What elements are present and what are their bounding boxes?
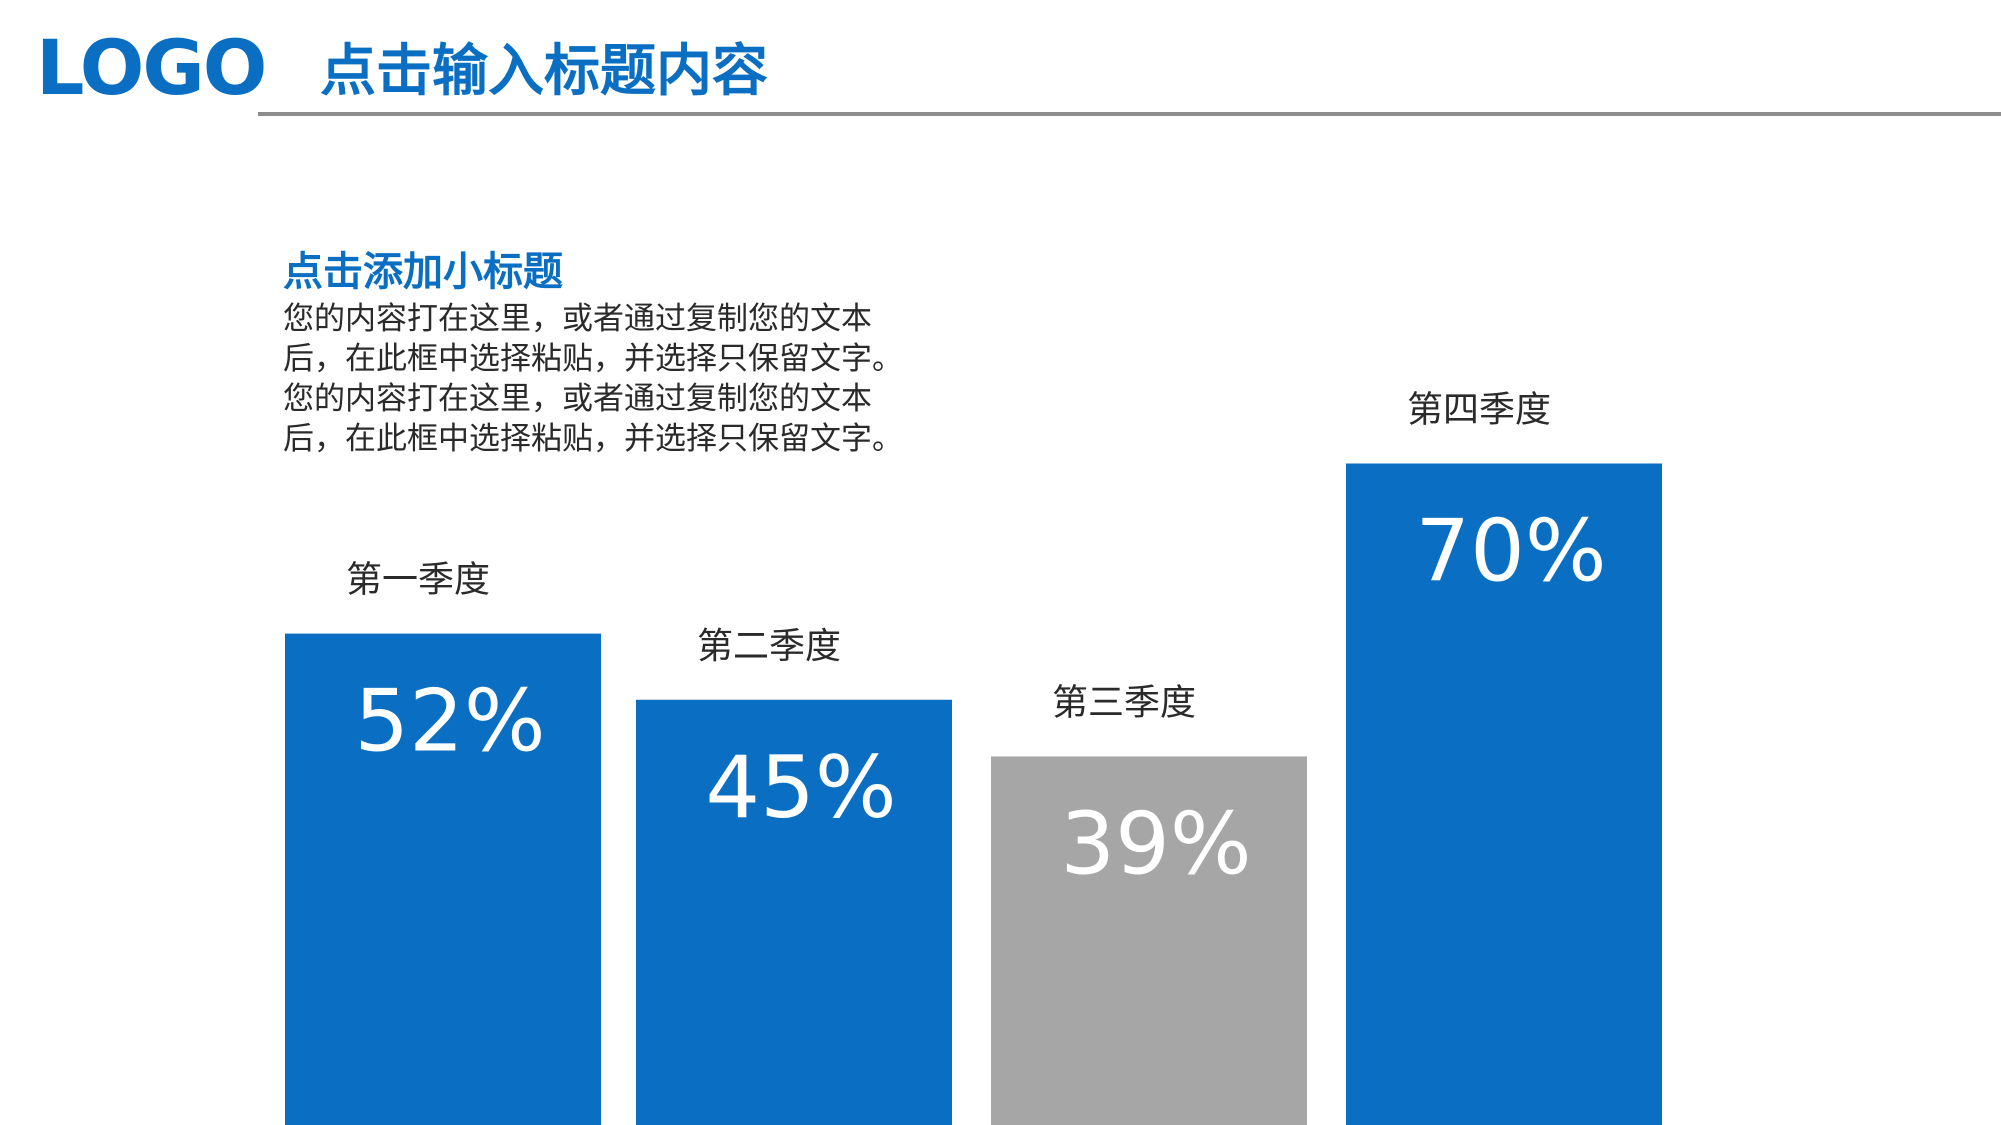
title-divider <box>258 112 2001 116</box>
bar-value-label-2: 45% <box>705 738 896 838</box>
bar-2 <box>636 699 952 1125</box>
body-text-box[interactable]: 您的内容打在这里，或者通过复制您的文本 后，在此框中选择粘贴，并选择只保留文字。… <box>283 299 963 459</box>
bar-value-label-3: 39% <box>1060 794 1251 894</box>
bar-4 <box>1346 463 1662 1125</box>
subtitle[interactable]: 点击添加小标题 <box>283 249 563 295</box>
category-label-2: 第二季度 <box>697 626 841 667</box>
bar-value-label-1: 52% <box>354 672 545 772</box>
bar-1 <box>285 633 601 1125</box>
body-text-line-4: 后，在此框中选择粘贴，并选择只保留文字。 <box>283 421 903 457</box>
page-title[interactable]: 点击输入标题内容 <box>320 39 768 104</box>
category-label-1: 第一季度 <box>346 560 490 601</box>
category-label-3: 第三季度 <box>1052 682 1196 723</box>
bar-3 <box>991 756 1307 1125</box>
body-text-line-3: 您的内容打在这里，或者通过复制您的文本 <box>283 381 872 417</box>
logo: LOGO <box>36 23 267 112</box>
category-label-4: 第四季度 <box>1407 390 1551 431</box>
body-text-line-2: 后，在此框中选择粘贴，并选择只保留文字。 <box>283 341 903 377</box>
body-text-line-1: 您的内容打在这里，或者通过复制您的文本 <box>283 301 872 337</box>
bar-value-label-4: 70% <box>1415 502 1606 602</box>
